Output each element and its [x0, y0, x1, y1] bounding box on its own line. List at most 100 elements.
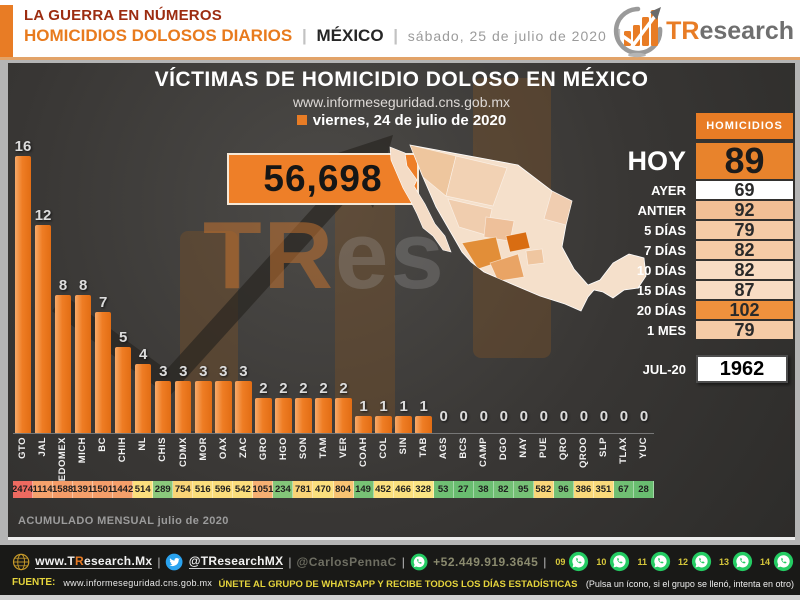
whatsapp-group-icon[interactable]: [609, 551, 630, 572]
bar-tab: [415, 415, 432, 433]
twitter-handle-link[interactable]: @TResearchMX: [188, 554, 284, 569]
bar-slot: 0: [634, 408, 654, 433]
monthly-cell-dgo: 82: [493, 481, 514, 498]
whatsapp-icon[interactable]: [410, 551, 428, 573]
cta-text: ÚNETE AL GRUPO DE WHATSAPP Y RECIBE TODO…: [218, 578, 578, 590]
separator: |: [157, 554, 161, 569]
summary-row-value: 89: [696, 140, 793, 181]
bar-value-label: 0: [439, 408, 448, 425]
state-label-gto: GTO: [17, 437, 29, 459]
bar-value-label: 0: [499, 408, 508, 425]
bar-value-label: 0: [519, 408, 528, 425]
bar-mich: [74, 294, 92, 433]
bar-value-label: 2: [259, 380, 268, 398]
whatsapp-group-icon[interactable]: [773, 551, 794, 572]
summary-table-header: HOMICIDIOS: [696, 113, 793, 139]
whatsapp-group-icon[interactable]: [732, 551, 753, 572]
bar-edomex: [54, 294, 72, 433]
summary-table: HOMICIDIOS HOY 89 AYER 69 ANTIER 92 5 DÍAS 79 7 …: [543, 113, 793, 383]
bar-chis: [155, 381, 172, 433]
summary-row-label: 20 DÍAS: [636, 302, 686, 318]
author-handle[interactable]: @CarlosPennaC: [296, 554, 397, 569]
bar-slot: 1: [394, 398, 414, 433]
monthly-cell-ags: 53: [433, 481, 454, 498]
bar-gro: [255, 398, 272, 433]
bar-value-label: 1: [399, 397, 408, 415]
summary-table-rows: HOY 89 AYER 69 ANTIER 92 5 DÍAS 79 7 DÍAS 82 10 DÍ…: [543, 140, 793, 340]
summary-row: 10 DÍAS 82: [543, 260, 793, 280]
monthly-cell-cdmx: 754: [173, 481, 194, 498]
summary-row: 5 DÍAS 79: [543, 220, 793, 240]
state-label-pue: PUE: [538, 437, 550, 459]
separator: |: [288, 554, 292, 569]
panel-source-url: www.informeseguridad.cns.gob.mx: [292, 94, 511, 110]
bar-hgo: [275, 398, 292, 433]
bar-value-label: 16: [14, 138, 32, 156]
bar-slot: 2: [273, 380, 293, 433]
state-label-nl: NL: [137, 437, 149, 451]
state-label-mor: MOR: [197, 437, 209, 461]
bar-value-label: 2: [339, 380, 348, 398]
monthly-cell-oax: 596: [213, 481, 234, 498]
bar-son: [295, 398, 312, 433]
bar-slot: 0: [614, 408, 634, 433]
summary-row-label: AYER: [651, 182, 686, 198]
monthly-cell-coah: 149: [353, 481, 374, 498]
phone-number[interactable]: +52.449.919.3645: [433, 554, 539, 569]
tresearch-logo-icon: [613, 6, 663, 58]
bar-slot: 0: [594, 408, 614, 433]
bar-slot: 4: [133, 346, 153, 433]
state-label-son: SON: [297, 437, 309, 460]
bar-value-label: 0: [599, 408, 609, 425]
monthly-cell-son: 781: [293, 481, 314, 498]
bar-mor: [195, 381, 212, 433]
monthly-cell-camp: 38: [473, 481, 494, 498]
header-country: MÉXICO: [316, 26, 384, 45]
orange-bullet-icon: [296, 115, 307, 125]
accumulated-caption: ACUMULADO MENSUAL julio de 2020: [18, 515, 229, 527]
bar-slot: 16: [13, 138, 33, 433]
whatsapp-group-number: 12: [677, 556, 688, 567]
summary-row: 15 DÍAS 87: [543, 280, 793, 300]
bar-slot: 3: [193, 363, 213, 433]
bar-value-label: 3: [219, 363, 228, 381]
state-label-coah: COAH: [357, 437, 369, 467]
whatsapp-group-icon[interactable]: [568, 551, 589, 572]
monthly-cell-bcs: 27: [453, 481, 474, 498]
monthly-cell-ver: 804: [333, 481, 354, 498]
bar-slot: 0: [514, 408, 534, 433]
monthly-cell-qro: 96: [553, 481, 574, 498]
monthly-cell-pue: 582: [533, 481, 554, 498]
globe-icon[interactable]: [12, 551, 30, 573]
bar-value-label: 2: [279, 380, 288, 398]
whatsapp-group-icon[interactable]: [650, 551, 671, 572]
whatsapp-group-number: 09: [555, 556, 566, 567]
summary-row: ANTIER 92: [543, 200, 793, 220]
state-label-oax: OAX: [217, 437, 229, 460]
monthly-cell-qroo: 386: [573, 481, 594, 498]
bar-coah: [355, 415, 372, 433]
bar-value-label: 3: [239, 363, 248, 381]
website-link[interactable]: www.TResearch.Mx: [35, 554, 153, 569]
state-label-ver: VER: [337, 437, 349, 459]
header-title: HOMICIDIOS DOLOSOS DIARIOS: [24, 26, 293, 45]
bar-gto: [14, 156, 32, 433]
bar-value-label: 3: [199, 363, 208, 381]
summary-row: 1 MES 79: [543, 320, 793, 340]
month-total-label: JUL-20: [642, 361, 686, 377]
monthly-strip: 2474 1114 1588 1391 1501 1442 514 289 754 516 596 5…: [12, 481, 654, 498]
summary-row: HOY 89: [543, 140, 793, 181]
summary-row-label: 5 DÍAS: [644, 222, 686, 238]
whatsapp-group-icon[interactable]: [691, 551, 712, 572]
monthly-cell-nay: 95: [513, 481, 534, 498]
bar-value-label: 0: [559, 408, 569, 425]
twitter-icon[interactable]: [165, 551, 183, 573]
state-label-col: COL: [377, 437, 389, 459]
summary-row-label: HOY: [627, 145, 686, 176]
summary-row-value: 82: [696, 260, 793, 280]
monthly-cell-mich: 1391: [72, 481, 93, 498]
bar-value-label: 0: [579, 408, 589, 425]
monthly-cell-gro: 1051: [252, 481, 273, 498]
bar-col: [375, 415, 392, 433]
monthly-cell-tam: 470: [313, 481, 334, 498]
